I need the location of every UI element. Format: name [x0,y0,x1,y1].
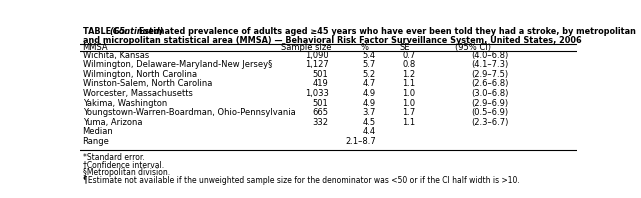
Text: Wilmington, Delaware-Maryland-New Jersey§: Wilmington, Delaware-Maryland-New Jersey… [83,60,272,69]
Text: 5.7: 5.7 [362,60,376,69]
Text: Youngstown-Warren-Boardman, Ohio-Pennsylvania: Youngstown-Warren-Boardman, Ohio-Pennsyl… [83,108,296,117]
Text: (2.6–6.8): (2.6–6.8) [471,79,508,88]
Text: 0.8: 0.8 [402,60,415,69]
Text: 1.0: 1.0 [403,99,415,108]
Text: 332: 332 [313,118,328,127]
Text: (2.3–6.7): (2.3–6.7) [471,118,508,127]
Text: 5.2: 5.2 [363,70,376,79]
Text: *Standard error.: *Standard error. [83,153,144,162]
Text: 1,127: 1,127 [304,60,328,69]
Text: (3.0–6.8): (3.0–6.8) [471,89,508,98]
Text: 5.4: 5.4 [363,50,376,60]
Text: TABLE 65.: TABLE 65. [83,27,131,36]
Text: 4.9: 4.9 [363,89,376,98]
Text: Winston-Salem, North Carolina: Winston-Salem, North Carolina [83,79,212,88]
Text: (4.0–6.8): (4.0–6.8) [471,50,508,60]
Text: Estimated prevalence of adults aged ≥45 years who have ever been told they had a: Estimated prevalence of adults aged ≥45 … [137,27,636,36]
Text: Range: Range [83,137,110,146]
Text: 4.7: 4.7 [362,79,376,88]
Text: 4.9: 4.9 [363,99,376,108]
Text: Yakima, Washington: Yakima, Washington [83,99,167,108]
Text: 1,090: 1,090 [305,50,328,60]
Text: (2.9–6.9): (2.9–6.9) [471,99,508,108]
Text: %: % [361,43,369,52]
Text: 3.7: 3.7 [362,108,376,117]
Text: (2.9–7.5): (2.9–7.5) [471,70,508,79]
Text: 4.5: 4.5 [363,118,376,127]
Text: 501: 501 [313,99,328,108]
Text: 501: 501 [313,70,328,79]
Text: 1.7: 1.7 [402,108,415,117]
Text: 0.7: 0.7 [402,50,415,60]
Text: 1.0: 1.0 [403,89,415,98]
Text: MMSA: MMSA [83,43,108,52]
Text: 1.1: 1.1 [403,79,415,88]
Text: (95% CI): (95% CI) [454,43,490,52]
Text: (0.5–6.9): (0.5–6.9) [471,108,508,117]
Text: (4.1–7.3): (4.1–7.3) [471,60,508,69]
Text: Wichita, Kansas: Wichita, Kansas [83,50,149,60]
Text: SE: SE [399,43,410,52]
Text: 1.1: 1.1 [403,118,415,127]
Text: 1.2: 1.2 [403,70,415,79]
Text: Sample size: Sample size [281,43,331,52]
Text: Yuma, Arizona: Yuma, Arizona [83,118,142,127]
Text: 1,033: 1,033 [304,89,328,98]
Text: †Confidence interval.: †Confidence interval. [83,161,163,169]
Text: Median: Median [83,127,113,136]
Text: 665: 665 [313,108,328,117]
Text: Wilmington, North Carolina: Wilmington, North Carolina [83,70,197,79]
Text: §Metropolitan division.: §Metropolitan division. [83,168,170,177]
Text: ¶Estimate not available if the unweighted sample size for the denominator was <5: ¶Estimate not available if the unweighte… [83,176,519,185]
Text: 419: 419 [313,79,328,88]
Text: (Continued): (Continued) [109,27,163,36]
Text: 4.4: 4.4 [363,127,376,136]
Text: 2.1–8.7: 2.1–8.7 [345,137,376,146]
Text: and micropolitan statistical area (MMSA) — Behavioral Risk Factor Surveillance S: and micropolitan statistical area (MMSA)… [83,36,581,45]
Text: Worcester, Massachusetts: Worcester, Massachusetts [83,89,192,98]
